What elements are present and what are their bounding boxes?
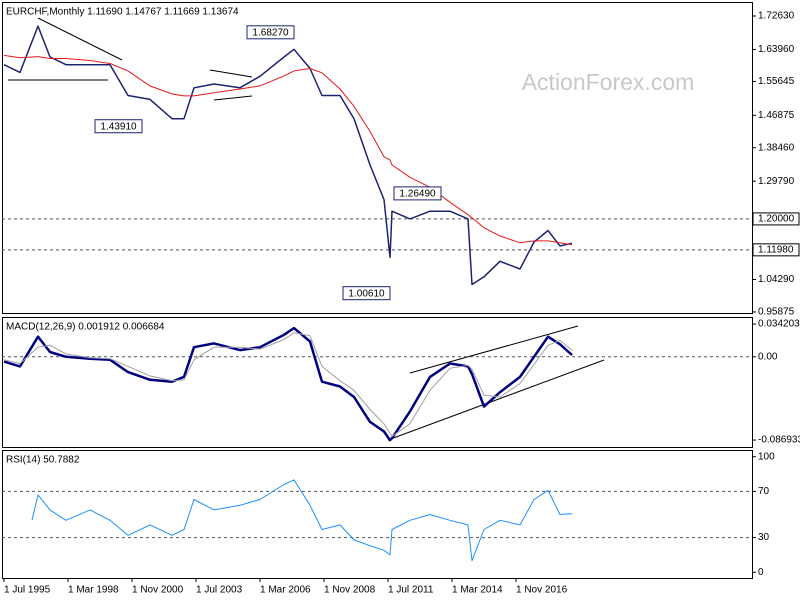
y-tick-label: 1.55645 xyxy=(758,76,795,87)
x-tick-label: 1 Nov 2016 xyxy=(516,585,568,596)
level-label: 1.11980 xyxy=(758,244,794,255)
y-tick-label: 0 xyxy=(758,567,764,578)
series-line xyxy=(31,479,573,562)
panel-title: EURCHF,Monthly 1.11690 1.14767 1.11669 1… xyxy=(6,7,239,18)
y-tick-label: 1.38460 xyxy=(758,142,795,153)
y-tick-label: 1.46875 xyxy=(758,110,795,121)
y-tick-label: -0.086933 xyxy=(758,435,800,446)
x-tick-label: 1 Jul 2011 xyxy=(388,585,434,596)
watermark: ActionForex.com xyxy=(522,69,695,95)
x-tick-label: 1 Jul 2003 xyxy=(196,585,243,596)
x-tick-label: 1 Mar 1998 xyxy=(68,585,119,596)
x-tick-label: 1 Nov 2000 xyxy=(132,585,184,596)
level-label-box xyxy=(752,212,800,226)
annotation-label: 1.68270 xyxy=(252,27,289,38)
x-tick-label: 1 Jul 1995 xyxy=(4,585,51,596)
series-line xyxy=(3,332,573,437)
y-tick-label: 0.95875 xyxy=(758,307,795,318)
series-line xyxy=(3,25,573,286)
x-tick-label: 1 Mar 2006 xyxy=(260,585,311,596)
annotation-box xyxy=(246,25,295,40)
trend-line xyxy=(409,325,579,374)
annotation-label: 1.26490 xyxy=(399,189,436,200)
annotation-label: 1.43910 xyxy=(100,121,137,132)
y-tick-label: 30 xyxy=(758,532,770,543)
trend-line xyxy=(213,95,253,101)
trend-line xyxy=(37,17,123,61)
y-tick-label: 70 xyxy=(758,486,770,497)
x-tick-label: 1 Nov 2008 xyxy=(324,585,376,596)
level-label: 1.20000 xyxy=(758,214,795,225)
y-tick-label: 1.29790 xyxy=(758,176,795,187)
rsi-panel-frame xyxy=(2,450,753,579)
macd-panel-frame xyxy=(2,317,753,448)
y-tick-label: 0.00 xyxy=(758,351,778,362)
y-tick-label: 1.04290 xyxy=(758,274,795,285)
y-tick-label: 1.63960 xyxy=(758,44,795,55)
series-line xyxy=(3,54,573,246)
annotation-box xyxy=(94,119,143,134)
series-line xyxy=(3,326,573,442)
annotation-box xyxy=(342,286,391,301)
panel-title: RSI(14) 50.7882 xyxy=(6,455,80,466)
annotation-box xyxy=(393,186,442,201)
x-tick-label: 1 Mar 2014 xyxy=(452,585,503,596)
price-panel-frame xyxy=(2,2,753,314)
trend-line xyxy=(209,69,253,78)
level-label-box xyxy=(752,243,800,257)
annotation-label: 1.00610 xyxy=(348,288,385,299)
y-tick-label: 0.034203 xyxy=(758,319,800,330)
y-tick-label: 1.72630 xyxy=(758,11,795,22)
trend-line xyxy=(387,359,605,441)
panel-title: MACD(12,26,9) 0.001912 0.006684 xyxy=(6,322,165,333)
y-tick-label: 100 xyxy=(758,451,775,462)
